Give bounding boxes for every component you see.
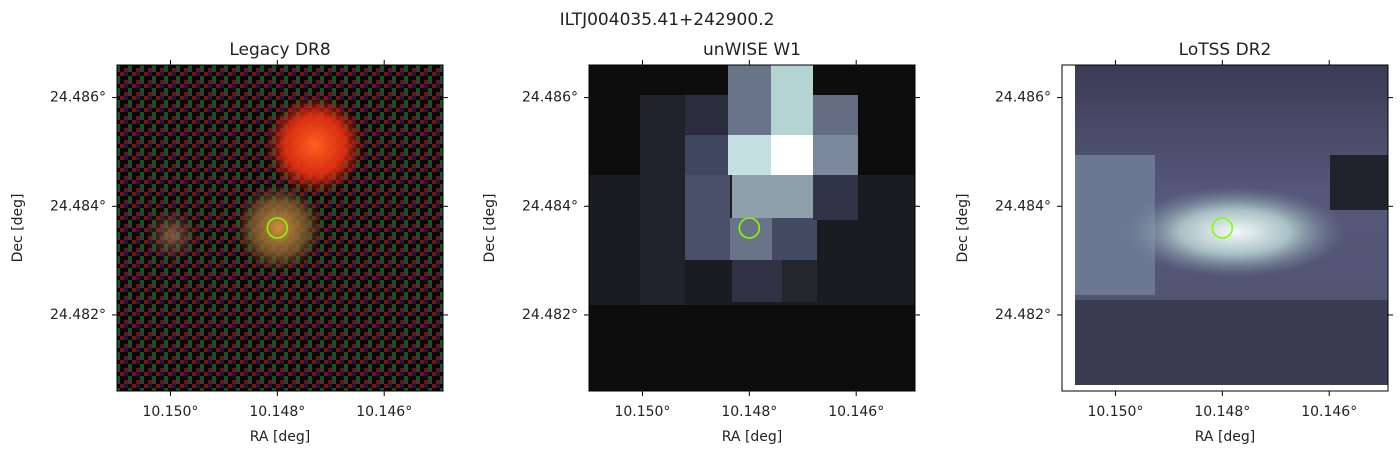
axes-frame xyxy=(116,64,444,392)
y-tick-label: 24.484° xyxy=(50,198,106,214)
source-marker xyxy=(266,217,289,239)
y-axis-label: Dec [deg] xyxy=(482,194,498,263)
x-axis-label: RA [deg] xyxy=(722,429,783,445)
y-tick-label: 24.482° xyxy=(50,307,106,323)
source-marker xyxy=(738,217,761,239)
x-tick-label: 10.146° xyxy=(356,404,412,420)
x-tick-label: 10.148° xyxy=(249,404,305,420)
x-tick-label: 10.150° xyxy=(142,404,198,420)
x-axis-label: RA [deg] xyxy=(1195,429,1256,445)
y-tick-label: 24.482° xyxy=(995,307,1051,323)
y-tick-label: 24.484° xyxy=(522,198,578,214)
figure-title: ILTJ004035.41+242900.2 xyxy=(560,10,775,30)
y-tick-label: 24.486° xyxy=(522,90,578,106)
axes-frame xyxy=(1061,64,1389,392)
y-tick-label: 24.486° xyxy=(50,90,106,106)
x-tick-label: 10.150° xyxy=(614,404,670,420)
x-tick-label: 10.148° xyxy=(1194,404,1250,420)
y-axis-label: Dec [deg] xyxy=(10,194,26,263)
y-axis-label: Dec [deg] xyxy=(955,194,971,263)
x-tick-label: 10.148° xyxy=(721,404,777,420)
x-tick-label: 10.150° xyxy=(1087,404,1143,420)
axes-frame xyxy=(588,64,916,392)
axes-title: unWISE W1 xyxy=(703,40,801,60)
x-tick-label: 10.146° xyxy=(1301,404,1357,420)
x-axis-label: RA [deg] xyxy=(250,429,311,445)
axes-title: LoTSS DR2 xyxy=(1179,40,1272,60)
axes-title: Legacy DR8 xyxy=(229,40,330,60)
y-tick-label: 24.482° xyxy=(522,307,578,323)
legacy-image xyxy=(117,65,443,391)
y-tick-label: 24.484° xyxy=(995,198,1051,214)
x-tick-label: 10.146° xyxy=(828,404,884,420)
y-tick-label: 24.486° xyxy=(995,90,1051,106)
lotss-image xyxy=(1075,65,1388,385)
unwise-image xyxy=(589,65,915,391)
source-marker xyxy=(1211,217,1234,239)
